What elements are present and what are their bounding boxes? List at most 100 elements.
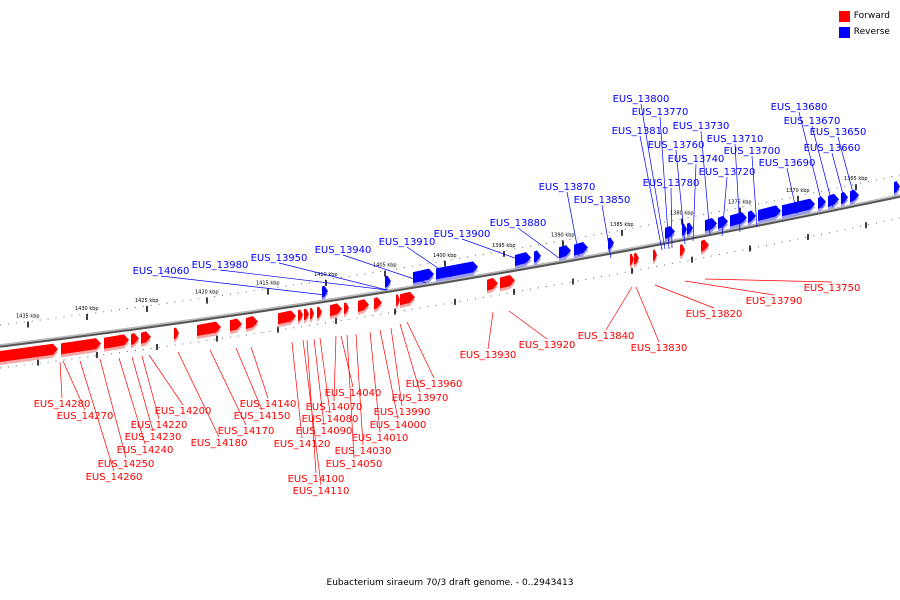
forward-gene — [246, 316, 258, 329]
forward-gene — [400, 291, 415, 306]
gene-label: EUS_13920 — [519, 340, 576, 351]
gene-label: EUS_13840 — [578, 331, 635, 342]
forward-leader-line — [148, 354, 184, 406]
reverse-gene — [705, 217, 717, 232]
reverse-leader-line — [566, 191, 580, 257]
forward-gene — [104, 334, 129, 349]
gene-label: EUS_14030 — [335, 446, 392, 457]
reverse-leader-line — [837, 136, 856, 201]
forward-swatch — [838, 10, 850, 22]
legend-label-forward: Forward — [853, 11, 890, 21]
forward-leader-line — [654, 284, 715, 309]
forward-leader-line — [209, 349, 247, 426]
genome-backbone — [0, 194, 900, 348]
gene-label: EUS_13810 — [612, 126, 669, 137]
gene-label: EUS_13780 — [643, 178, 700, 189]
reverse-leader-line — [342, 254, 427, 284]
forward-leader-line — [62, 360, 86, 411]
reverse-leader-line — [659, 116, 670, 250]
forward-leader-line — [487, 311, 494, 350]
scale-label: 1375 kbp — [728, 200, 752, 206]
forward-gene — [330, 303, 342, 317]
gene-label: EUS_13750 — [804, 283, 861, 294]
forward-leader-line — [390, 327, 403, 407]
forward-gene — [396, 294, 400, 306]
gene-label: EUS_14220 — [131, 420, 188, 431]
reverse-leader-line — [831, 152, 846, 203]
genome-caption: Eubacterium siraeum 70/3 draft genome. -… — [326, 578, 574, 588]
scale-label: 1425 kbp — [135, 298, 159, 304]
gene-label: EUS_14100 — [288, 474, 345, 485]
gene-label: EUS_13900 — [434, 229, 491, 240]
reverse-gene — [515, 252, 531, 266]
reverse-leader-line — [219, 269, 388, 291]
reverse-gene — [413, 268, 434, 284]
forward-gene — [0, 343, 58, 363]
reverse-gene — [687, 222, 693, 235]
reverse-gene — [782, 198, 815, 217]
forward-gene — [174, 327, 179, 340]
gene-label: EUS_13930 — [460, 350, 517, 361]
gene-label: EUS_13850 — [574, 195, 631, 206]
gene-label: EUS_14250 — [98, 459, 155, 470]
forward-gene — [634, 252, 639, 265]
forward-gene — [500, 274, 515, 289]
gene-label: EUS_14240 — [117, 445, 174, 456]
gene-label: EUS_14050 — [326, 459, 383, 470]
gene-label: EUS_13760 — [648, 140, 705, 151]
gene-label: EUS_14040 — [325, 388, 382, 399]
reverse-leader-line — [461, 238, 527, 263]
scale-label: 1415 kbp — [256, 281, 280, 287]
gene-labels: EUS_13800 EUS_13770 EUS_13810 EUS_13730 EUS_… — [34, 94, 867, 497]
reverse-leader-line — [517, 227, 560, 259]
scale-label: 1400 kbp — [433, 253, 457, 259]
reverse-leader-line — [278, 262, 388, 291]
forward-leader-line — [141, 355, 160, 420]
forward-gene — [197, 321, 221, 337]
reverse-gene — [436, 261, 478, 280]
gene-label: EUS_14200 — [155, 406, 212, 417]
gene-label: EUS_13970 — [392, 393, 449, 404]
gene-label: EUS_14150 — [234, 411, 291, 422]
forward-leader-line — [346, 334, 355, 459]
forward-leader-line — [302, 339, 322, 486]
forward-leader-line — [79, 360, 115, 472]
gene-label: EUS_14180 — [191, 438, 248, 449]
gene-label: EUS_13910 — [379, 237, 436, 248]
forward-gene — [310, 307, 314, 320]
gene-label: EUS_13720 — [699, 167, 756, 178]
forward-gene — [230, 318, 242, 332]
forward-leader-line — [313, 338, 325, 426]
forward-leader-line — [319, 337, 331, 414]
legend: Forward Reverse — [838, 8, 890, 40]
gene-label: EUS_14170 — [218, 426, 275, 437]
scale-label: 1370 kbp — [786, 188, 810, 194]
forward-leader-line — [406, 321, 435, 379]
reverse-gene — [559, 245, 571, 259]
gene-label: EUS_14090 — [296, 426, 353, 437]
gene-label: EUS_14000 — [370, 420, 427, 431]
forward-leader-line — [369, 331, 381, 433]
reverse-leader-line — [406, 246, 452, 278]
gene-label: EUS_13990 — [374, 407, 431, 418]
reverse-leader-line — [734, 143, 741, 233]
forward-gene — [374, 297, 382, 310]
forward-leader-line — [177, 351, 220, 438]
legend-label-reverse: Reverse — [853, 27, 890, 37]
reverse-gene — [894, 181, 900, 194]
reverse-gene — [748, 210, 756, 223]
forward-leader-line — [235, 347, 263, 411]
forward-leader-line — [340, 335, 354, 388]
gene-label: EUS_13870 — [539, 182, 596, 193]
reverse-leader-line — [601, 204, 612, 259]
scale-label: 1395 kbp — [492, 243, 516, 249]
forward-leader-line — [99, 358, 127, 459]
gene-label: EUS_14260 — [86, 472, 143, 483]
forward-gene — [680, 244, 685, 257]
gene-label: EUS_13710 — [707, 134, 764, 145]
forward-leader-line — [291, 341, 303, 439]
reverse-gene — [534, 250, 541, 263]
gene-label: EUS_14080 — [302, 414, 359, 425]
forward-gene — [61, 338, 101, 355]
reverse-gene — [758, 205, 781, 221]
